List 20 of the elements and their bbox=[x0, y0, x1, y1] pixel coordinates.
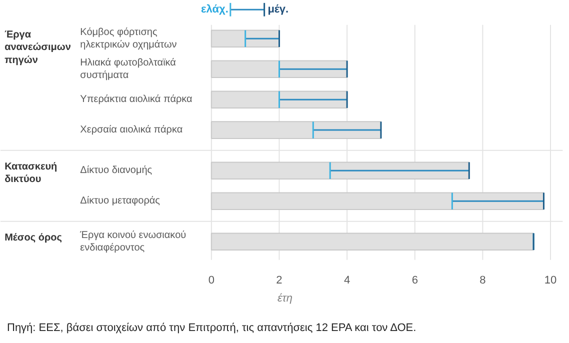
y-tick-label: Ηλιακά φωτοβολταϊκά συστήματα bbox=[80, 57, 176, 81]
y-tick-label: Έργα κοινού ενωσιακού ενδιαφέροντος bbox=[79, 230, 186, 254]
y-tick-label: Δίκτυο μεταφοράς bbox=[80, 196, 160, 207]
y-tick-label: Υπεράκτια αιολικά πάρκα bbox=[80, 94, 193, 106]
x-tick-label: 4 bbox=[344, 274, 350, 286]
x-axis-title: έτη bbox=[277, 292, 293, 304]
y-tick-label: Κόμβος φόρτισης ηλεκτρικών οχημάτων bbox=[80, 26, 177, 50]
y-tick-label: Δίκτυο διανομής bbox=[80, 165, 152, 176]
text: μέγ. bbox=[268, 4, 289, 16]
x-tick-label: 6 bbox=[412, 274, 418, 286]
text: ελάχ. bbox=[201, 4, 228, 16]
x-tick-label: 8 bbox=[480, 274, 486, 286]
text: Πηγή: ΕΕΣ, βάσει στοιχείων από την Επιτροπή, τις απαντήσεις 12 ΕΡΑ και τον ΔΟΕ. bbox=[7, 321, 416, 336]
y-tick-label: Χερσαία αιολικά πάρκα bbox=[80, 124, 183, 136]
x-tick-label: 10 bbox=[544, 274, 557, 286]
text: Κατασκευή δικτύου bbox=[4, 161, 58, 186]
text: Μέσος όρος bbox=[4, 232, 62, 244]
x-tick-label: 0 bbox=[208, 274, 214, 286]
x-tick-label: 2 bbox=[276, 274, 282, 286]
text: Έργα ανανεώσιμων πηγών bbox=[4, 29, 72, 66]
